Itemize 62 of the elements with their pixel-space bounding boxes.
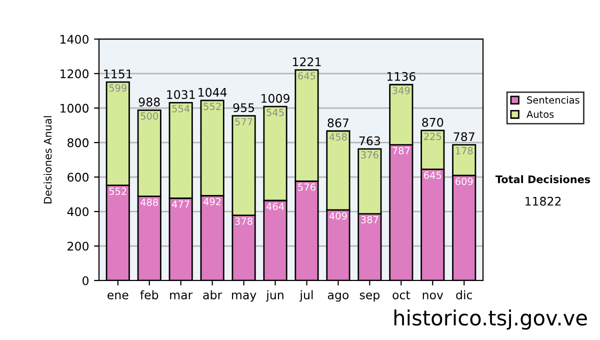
data-label: 645 [424, 172, 442, 179]
total-label: 988 [138, 98, 160, 106]
x-tick-label: sep [360, 292, 380, 302]
total-label: 955 [233, 103, 254, 112]
total-label: 1221 [293, 57, 321, 66]
x-tick-label: oct [392, 290, 410, 300]
y-tick-label: 400 [67, 207, 88, 216]
data-label: 376 [361, 151, 378, 159]
data-label: 577 [235, 118, 252, 126]
data-label: 349 [392, 86, 410, 94]
total-label: 867 [328, 118, 348, 128]
x-tick-label: dic [456, 290, 472, 300]
data-label: 552 [204, 102, 221, 110]
total-label: 1044 [198, 88, 227, 97]
total-label: 1009 [262, 94, 290, 103]
data-label: 409 [329, 212, 347, 220]
total-label: 787 [454, 132, 474, 142]
x-tick-label: ago [328, 292, 349, 302]
data-label: 609 [456, 178, 473, 186]
data-label: 552 [109, 188, 126, 195]
data-label: 492 [204, 198, 221, 206]
data-label: 488 [140, 198, 158, 206]
legend-label: Sentencias [527, 96, 580, 104]
y-tick-label: 600 [68, 172, 88, 182]
data-label: 477 [172, 200, 190, 208]
y-tick-label: 800 [68, 138, 88, 148]
total-label: 1151 [104, 70, 132, 78]
data-label: 576 [298, 183, 316, 191]
data-label: 225 [424, 132, 442, 140]
x-tick-label: jun [266, 290, 284, 302]
y-tick-label: 1200 [60, 69, 88, 78]
x-tick-label: may [232, 292, 256, 302]
text: historico.tsj.gov.ve [394, 310, 587, 330]
x-tick-label: ene [108, 292, 128, 300]
x-tick-label: nov [422, 292, 444, 300]
data-label: 458 [329, 133, 347, 141]
x-tick-label: mar [170, 292, 193, 300]
text: Total Decisiones [495, 175, 590, 184]
data-label: 500 [140, 112, 158, 120]
data-label: 464 [266, 202, 284, 210]
data-label: 599 [109, 84, 126, 92]
data-label: 645 [298, 72, 316, 80]
y-tick-label: 0 [82, 276, 88, 286]
total-label: 1136 [387, 72, 416, 81]
legend-label: Autos [526, 110, 554, 118]
data-label: 178 [456, 147, 473, 154]
y-tick-label: 200 [68, 242, 88, 251]
total-label: 1031 [167, 90, 195, 100]
x-tick-label: abr [203, 290, 222, 300]
text: 11822 [526, 196, 561, 206]
y-tick-label: 1000 [60, 104, 88, 113]
total-label: 870 [422, 118, 444, 127]
data-label: 554 [172, 105, 190, 112]
x-tick-label: feb [140, 290, 158, 300]
y-tick-label: 1400 [60, 34, 88, 44]
data-label: 545 [266, 108, 284, 116]
data-label: 387 [361, 216, 378, 224]
total-label: 763 [359, 136, 380, 146]
data-label: 378 [235, 218, 252, 225]
x-tick-label: jul [300, 290, 313, 302]
data-label: 787 [392, 147, 410, 154]
y-axis-title: Decisiones Anual [44, 116, 52, 204]
